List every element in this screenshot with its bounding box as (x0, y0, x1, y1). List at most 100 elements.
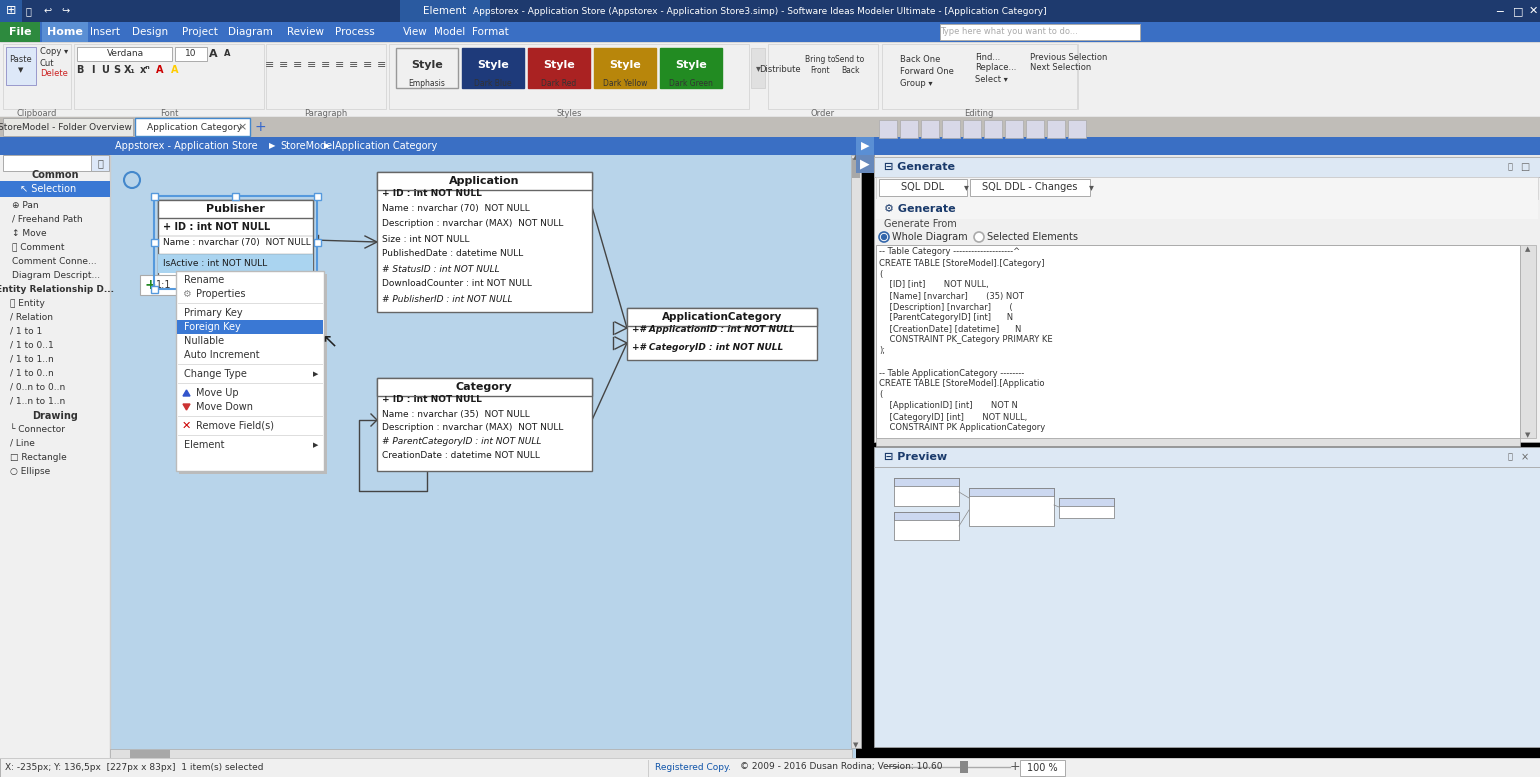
Text: Send to
Back: Send to Back (835, 55, 864, 75)
Circle shape (879, 232, 889, 242)
Text: Application Category: Application Category (336, 141, 437, 151)
Bar (233, 286, 239, 293)
Text: Clipboard: Clipboard (17, 109, 57, 117)
Text: ▲: ▲ (853, 154, 859, 160)
Text: Delete: Delete (40, 69, 68, 78)
Text: StoreModel - Folder Overview: StoreModel - Folder Overview (0, 123, 132, 131)
Text: ▲: ▲ (1525, 246, 1531, 252)
Text: (: ( (879, 270, 882, 278)
Bar (962, 120, 981, 138)
Text: );: ); (879, 347, 885, 356)
Text: ApplicationCategory: ApplicationCategory (662, 312, 782, 322)
Bar (176, 271, 323, 471)
Text: / 1 to 1..n: / 1 to 1..n (9, 354, 54, 364)
Bar (875, 467, 1540, 747)
Text: Description : nvarchar (MAX)  NOT NULL: Description : nvarchar (MAX) NOT NULL (382, 423, 564, 433)
Text: ▾: ▾ (1089, 182, 1093, 192)
Text: Selected Elements: Selected Elements (987, 232, 1078, 242)
Text: / Relation: / Relation (9, 312, 52, 322)
Text: 100 %: 100 % (1027, 763, 1058, 773)
Text: ≡: ≡ (293, 60, 303, 70)
Text: ▾: ▾ (964, 182, 969, 192)
Text: Style: Style (544, 60, 574, 70)
Text: Model: Model (434, 27, 465, 37)
Text: Nullable: Nullable (183, 336, 225, 346)
Bar (984, 120, 1003, 138)
Text: # StatusID : int NOT NULL: # StatusID : int NOT NULL (382, 264, 499, 274)
Text: CONSTRAINT PK ApplicationCategory: CONSTRAINT PK ApplicationCategory (879, 423, 1046, 433)
Text: Style: Style (675, 60, 707, 70)
Text: U: U (102, 65, 109, 75)
Text: Order: Order (812, 109, 835, 117)
Bar (140, 275, 180, 295)
Text: ⊞: ⊞ (6, 5, 17, 18)
Bar (939, 24, 1140, 40)
Text: + ID : int NOT NULL: + ID : int NOT NULL (163, 222, 270, 232)
Text: (: ( (879, 391, 882, 399)
Bar (3, 44, 71, 109)
Bar (0, 22, 40, 42)
Text: ≡: ≡ (265, 60, 274, 70)
Text: Next Selection: Next Selection (1030, 64, 1092, 72)
Text: Replace...: Replace... (975, 64, 1016, 72)
Text: ⊕ Pan: ⊕ Pan (12, 200, 38, 210)
Bar (856, 137, 875, 155)
Text: ⊟ Preview: ⊟ Preview (884, 452, 947, 462)
Text: Name : nvarchar (70)  NOT NULL: Name : nvarchar (70) NOT NULL (163, 239, 311, 248)
Text: A: A (223, 50, 231, 58)
Text: CONSTRAINT PK_Category PRIMARY KE: CONSTRAINT PK_Category PRIMARY KE (879, 336, 1053, 344)
Bar (627, 308, 818, 360)
Text: / 1 to 0..n: / 1 to 0..n (9, 368, 54, 378)
Text: Common: Common (31, 170, 79, 180)
Text: SQL DDL: SQL DDL (901, 182, 944, 192)
Bar (1069, 120, 1086, 138)
Text: Entity Relationship D...: Entity Relationship D... (0, 285, 114, 294)
Text: Element: Element (183, 440, 225, 450)
Text: Primary Key: Primary Key (183, 308, 243, 318)
Bar (0, 137, 1540, 155)
Text: [CreationDate] [datetime]      N: [CreationDate] [datetime] N (879, 325, 1021, 333)
Bar (159, 200, 313, 285)
Text: -- Table Category --------------------^: -- Table Category --------------------^ (879, 248, 1019, 256)
Text: Whole Diagram: Whole Diagram (892, 232, 967, 242)
Text: # ParentCategoryID : int NOT NULL: # ParentCategoryID : int NOT NULL (382, 437, 542, 447)
Text: [ParentCategoryID] [int]      N: [ParentCategoryID] [int] N (879, 313, 1013, 322)
Bar (1520, 245, 1535, 438)
Text: ×: × (237, 122, 246, 132)
Bar (876, 199, 1538, 219)
Text: / Line: / Line (9, 438, 35, 448)
Text: Distribute: Distribute (759, 65, 801, 75)
Text: —: — (885, 761, 898, 773)
Text: Emphasis: Emphasis (408, 78, 445, 88)
Text: + ID : int NOT NULL: + ID : int NOT NULL (382, 395, 482, 405)
Text: ▾: ▾ (756, 63, 761, 73)
Text: / 0..n to 0..n: / 0..n to 0..n (9, 382, 65, 392)
Text: PublishedDate : datetime NULL: PublishedDate : datetime NULL (382, 249, 524, 259)
Text: Rename: Rename (183, 275, 225, 285)
Bar (959, 761, 969, 773)
Text: Find...: Find... (975, 54, 1001, 62)
Text: Comment Conne...: Comment Conne... (12, 256, 97, 266)
Bar (109, 749, 852, 759)
Text: ×: × (1522, 452, 1529, 462)
Bar (875, 117, 1540, 157)
Bar (0, 137, 109, 155)
Bar (875, 157, 1540, 177)
Text: CREATE TABLE [StoreModel].[Applicatio: CREATE TABLE [StoreModel].[Applicatio (879, 379, 1044, 388)
Bar (6, 47, 35, 85)
Text: ↖: ↖ (320, 332, 337, 350)
Text: Editing: Editing (964, 109, 993, 117)
Text: Insert: Insert (89, 27, 120, 37)
Text: 1:1: 1:1 (156, 280, 171, 290)
Text: Registered Copy.: Registered Copy. (654, 762, 732, 772)
Bar (396, 48, 457, 88)
Text: □: □ (1520, 162, 1529, 172)
Text: Size : int NOT NULL: Size : int NOT NULL (382, 235, 470, 243)
Text: Auto Increment: Auto Increment (183, 350, 260, 360)
Bar (852, 158, 859, 178)
Text: +: + (1010, 761, 1021, 773)
Text: Element: Element (424, 6, 467, 16)
Bar (895, 512, 959, 540)
Text: Foreign Key: Foreign Key (183, 322, 240, 332)
Bar (377, 172, 591, 190)
